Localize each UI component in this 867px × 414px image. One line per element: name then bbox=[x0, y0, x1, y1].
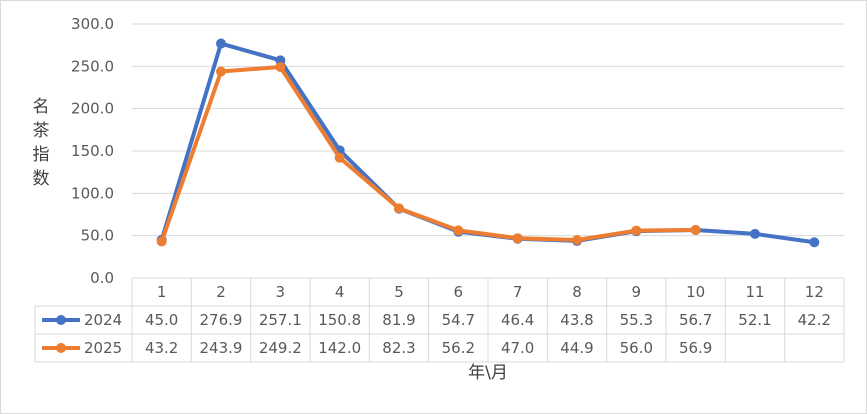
y-tick-label: 50.0 bbox=[81, 227, 114, 245]
data-label: 54.7 bbox=[442, 311, 475, 329]
y-tick-label: 300.0 bbox=[71, 15, 114, 33]
data-point-2025 bbox=[572, 234, 582, 245]
y-axis-ticks: 0.0 50.0 100.0 150.0 200.0 250.0 300.0 bbox=[71, 15, 114, 287]
x-tick-label: 7 bbox=[513, 283, 523, 301]
x-tick-label: 6 bbox=[454, 283, 464, 301]
data-label: 142.0 bbox=[318, 339, 361, 357]
x-tick-label: 9 bbox=[632, 283, 642, 301]
data-label: 46.4 bbox=[501, 311, 534, 329]
data-label: 56.9 bbox=[679, 339, 712, 357]
data-point-2024 bbox=[216, 38, 226, 49]
data-label: 243.9 bbox=[200, 339, 243, 357]
data-point-2024 bbox=[809, 237, 820, 248]
legend-label-2024: 2024 bbox=[84, 311, 122, 329]
data-point-2025 bbox=[334, 152, 345, 163]
data-label: 55.3 bbox=[620, 311, 653, 329]
data-point-2025 bbox=[394, 203, 404, 214]
legend-marker-2025 bbox=[56, 343, 66, 353]
x-tick-label: 10 bbox=[686, 283, 705, 301]
data-label: 150.8 bbox=[318, 311, 361, 329]
series-line-2024 bbox=[159, 41, 817, 245]
series-lines bbox=[156, 38, 820, 248]
data-label: 257.1 bbox=[259, 311, 302, 329]
y-axis-title-char: 茶 bbox=[33, 121, 50, 141]
data-label: 47.0 bbox=[501, 339, 534, 357]
data-point-2024 bbox=[750, 228, 760, 239]
data-point-2025 bbox=[690, 224, 701, 235]
data-point-2025 bbox=[275, 62, 286, 73]
x-axis-title: 年\月 bbox=[468, 363, 508, 383]
data-point-2025 bbox=[631, 225, 642, 236]
y-axis-title-char: 数 bbox=[33, 169, 50, 189]
data-label: 42.2 bbox=[798, 311, 831, 329]
y-tick-label: 0.0 bbox=[90, 269, 114, 287]
data-label: 81.9 bbox=[382, 311, 415, 329]
data-label: 56.7 bbox=[679, 311, 712, 329]
x-tick-label: 3 bbox=[276, 283, 286, 301]
legend-marker-2024 bbox=[56, 315, 66, 325]
data-label: 82.3 bbox=[382, 339, 415, 357]
data-label: 43.8 bbox=[560, 311, 593, 329]
data-label: 56.2 bbox=[442, 339, 475, 357]
data-label: 43.2 bbox=[145, 339, 178, 357]
x-tick-label: 5 bbox=[394, 283, 404, 301]
data-point-2025 bbox=[512, 233, 523, 244]
y-axis-title-char: 指 bbox=[33, 145, 50, 165]
data-label: 249.2 bbox=[259, 339, 302, 357]
data-point-2025 bbox=[216, 66, 226, 77]
x-tick-label: 1 bbox=[157, 283, 167, 301]
x-tick-label: 4 bbox=[335, 283, 345, 301]
data-point-2025 bbox=[453, 225, 464, 236]
gridlines bbox=[132, 23, 844, 279]
data-label: 45.0 bbox=[145, 311, 178, 329]
x-tick-label: 8 bbox=[572, 283, 582, 301]
y-tick-label: 250.0 bbox=[71, 57, 114, 75]
x-tick-label: 12 bbox=[805, 283, 824, 301]
data-label: 276.9 bbox=[200, 311, 243, 329]
y-axis-title-char: 名 bbox=[33, 97, 50, 117]
data-point-2025 bbox=[156, 236, 167, 247]
y-tick-label: 150.0 bbox=[71, 142, 114, 160]
legend-label-2025: 2025 bbox=[84, 339, 122, 357]
data-label: 56.0 bbox=[620, 339, 653, 357]
data-label: 44.9 bbox=[560, 339, 593, 357]
y-tick-label: 100.0 bbox=[71, 184, 114, 202]
y-tick-label: 200.0 bbox=[71, 100, 114, 118]
x-tick-label: 11 bbox=[745, 283, 764, 301]
x-tick-label: 2 bbox=[216, 283, 226, 301]
series-line-2025 bbox=[159, 65, 698, 244]
data-label: 52.1 bbox=[738, 311, 771, 329]
